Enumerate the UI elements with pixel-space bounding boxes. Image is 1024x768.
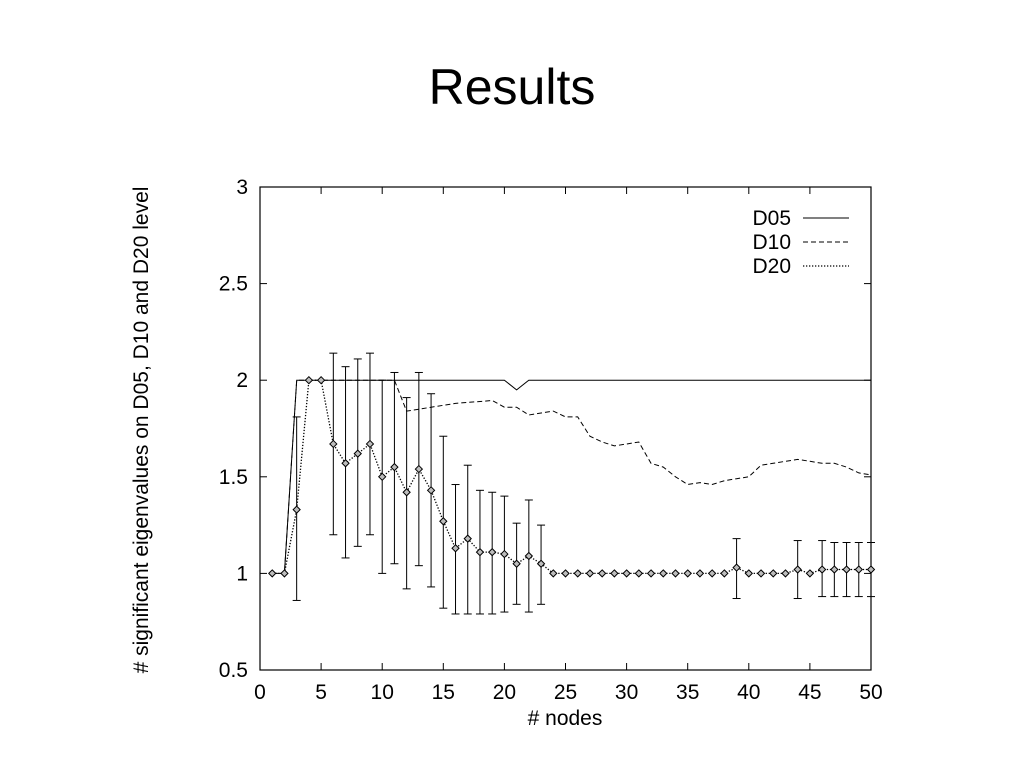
data-point-marker — [280, 569, 289, 578]
legend-entry: D05 — [752, 207, 849, 230]
data-point-marker — [524, 551, 534, 561]
x-tick-label: 10 — [371, 681, 394, 704]
data-point-marker — [646, 569, 656, 578]
data-point-marker — [475, 547, 485, 557]
data-point-marker — [549, 569, 558, 578]
data-point-marker — [500, 549, 509, 559]
data-point-marker — [304, 375, 314, 385]
data-point-marker — [720, 569, 729, 578]
legend-label: D10 — [752, 231, 791, 254]
data-point-marker — [683, 569, 692, 578]
data-point-marker — [390, 462, 399, 472]
series-line — [272, 379, 872, 574]
slide-title: Results — [428, 59, 596, 115]
data-point-marker — [536, 559, 546, 568]
data-point-marker — [610, 569, 619, 578]
y-tick-label: 2 — [236, 369, 248, 392]
data-point-marker — [573, 569, 582, 578]
data-point-marker — [793, 565, 802, 574]
axis-ticks: 0 5 10 15 20 25 30 35 40 45 50 0.5 1 1.5 2 2.5 3 — [219, 176, 883, 704]
x-tick-label: 25 — [554, 681, 577, 704]
data-point-marker — [744, 569, 754, 578]
data-point-marker — [817, 565, 827, 574]
data-point-marker — [329, 439, 338, 449]
data-point-marker — [426, 486, 436, 495]
data-point-marker — [451, 544, 460, 553]
x-tick-label: 50 — [859, 681, 882, 704]
data-point-marker — [671, 569, 680, 578]
data-point-marker — [377, 472, 387, 482]
x-tick-label: 5 — [315, 681, 327, 704]
y-axis-label: # significant eigenvalues on D05, D10 an… — [130, 187, 153, 674]
data-point-marker — [487, 547, 497, 557]
x-tick-label: 0 — [254, 681, 266, 704]
y-tick-label: 2.5 — [219, 273, 248, 296]
data-point-marker — [769, 569, 778, 578]
data-point-marker — [341, 459, 350, 468]
legend-entry: D20 — [752, 255, 849, 278]
data-point-marker — [463, 534, 472, 543]
data-point-marker — [732, 563, 741, 572]
y-tick-label: 3 — [236, 176, 248, 199]
data-point-marker — [561, 569, 570, 578]
data-point-marker — [402, 488, 411, 497]
x-axis-label: # nodes — [528, 707, 603, 730]
legend-entry: D10 — [752, 231, 849, 254]
data-point-marker — [842, 565, 851, 574]
data-point-marker — [781, 569, 790, 578]
data-point-marker — [316, 375, 326, 385]
series-d10 — [272, 379, 872, 574]
data-point-marker — [830, 565, 839, 574]
data-point-marker — [866, 565, 876, 574]
data-point-marker — [695, 569, 705, 578]
data-point-marker — [659, 569, 668, 578]
data-point-marker — [622, 569, 631, 578]
legend-label: D20 — [752, 255, 791, 278]
series-line — [272, 379, 871, 574]
y-tick-label: 1.5 — [219, 466, 248, 489]
series-d05 — [272, 379, 871, 574]
y-tick-label: 0.5 — [219, 659, 248, 682]
data-point-marker — [805, 569, 815, 578]
series-line — [272, 379, 871, 575]
data-point-marker — [585, 569, 595, 578]
data-point-marker — [597, 569, 607, 578]
data-point-marker — [414, 464, 424, 474]
series-group — [268, 352, 876, 615]
data-point-marker — [365, 439, 375, 449]
x-tick-label: 35 — [676, 681, 699, 704]
data-point-marker — [854, 565, 863, 574]
data-point-marker — [439, 517, 448, 526]
data-point-marker — [353, 449, 362, 458]
data-point-marker — [634, 569, 644, 578]
y-tick-label: 1 — [236, 562, 248, 585]
data-point-marker — [707, 569, 717, 578]
legend-label: D05 — [752, 207, 791, 230]
x-tick-label: 45 — [798, 681, 821, 704]
x-tick-label: 20 — [493, 681, 516, 704]
data-point-marker — [756, 569, 766, 578]
data-point-marker — [512, 559, 521, 568]
series-d20 — [268, 352, 876, 615]
x-tick-label: 30 — [615, 681, 638, 704]
data-point-marker — [268, 569, 277, 578]
x-tick-label: 15 — [432, 681, 455, 704]
x-tick-label: 40 — [737, 681, 760, 704]
data-point-marker — [292, 505, 301, 514]
